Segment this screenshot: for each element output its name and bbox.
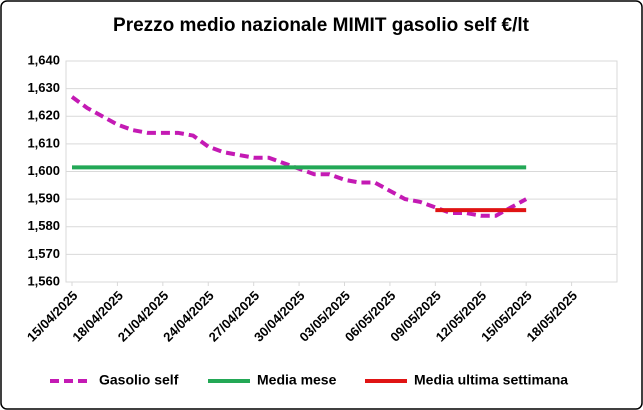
y-tick-label: 1,630 [27, 80, 60, 95]
y-tick-label: 1,610 [27, 135, 60, 150]
legend-label: Gasolio self [99, 372, 179, 388]
chart-title: Prezzo medio nazionale MIMIT gasolio sel… [113, 15, 530, 36]
y-tick-label: 1,570 [27, 246, 60, 261]
y-tick-label: 1,560 [27, 273, 60, 288]
y-tick-label: 1,600 [27, 163, 60, 178]
y-tick-label: 1,590 [27, 191, 60, 206]
y-tick-label: 1,620 [27, 108, 60, 123]
legend-label: Media ultima settimana [414, 372, 568, 388]
legend-label: Media mese [257, 372, 337, 388]
y-tick-label: 1,640 [27, 52, 60, 67]
y-tick-label: 1,580 [27, 218, 60, 233]
plot-border [65, 60, 618, 283]
